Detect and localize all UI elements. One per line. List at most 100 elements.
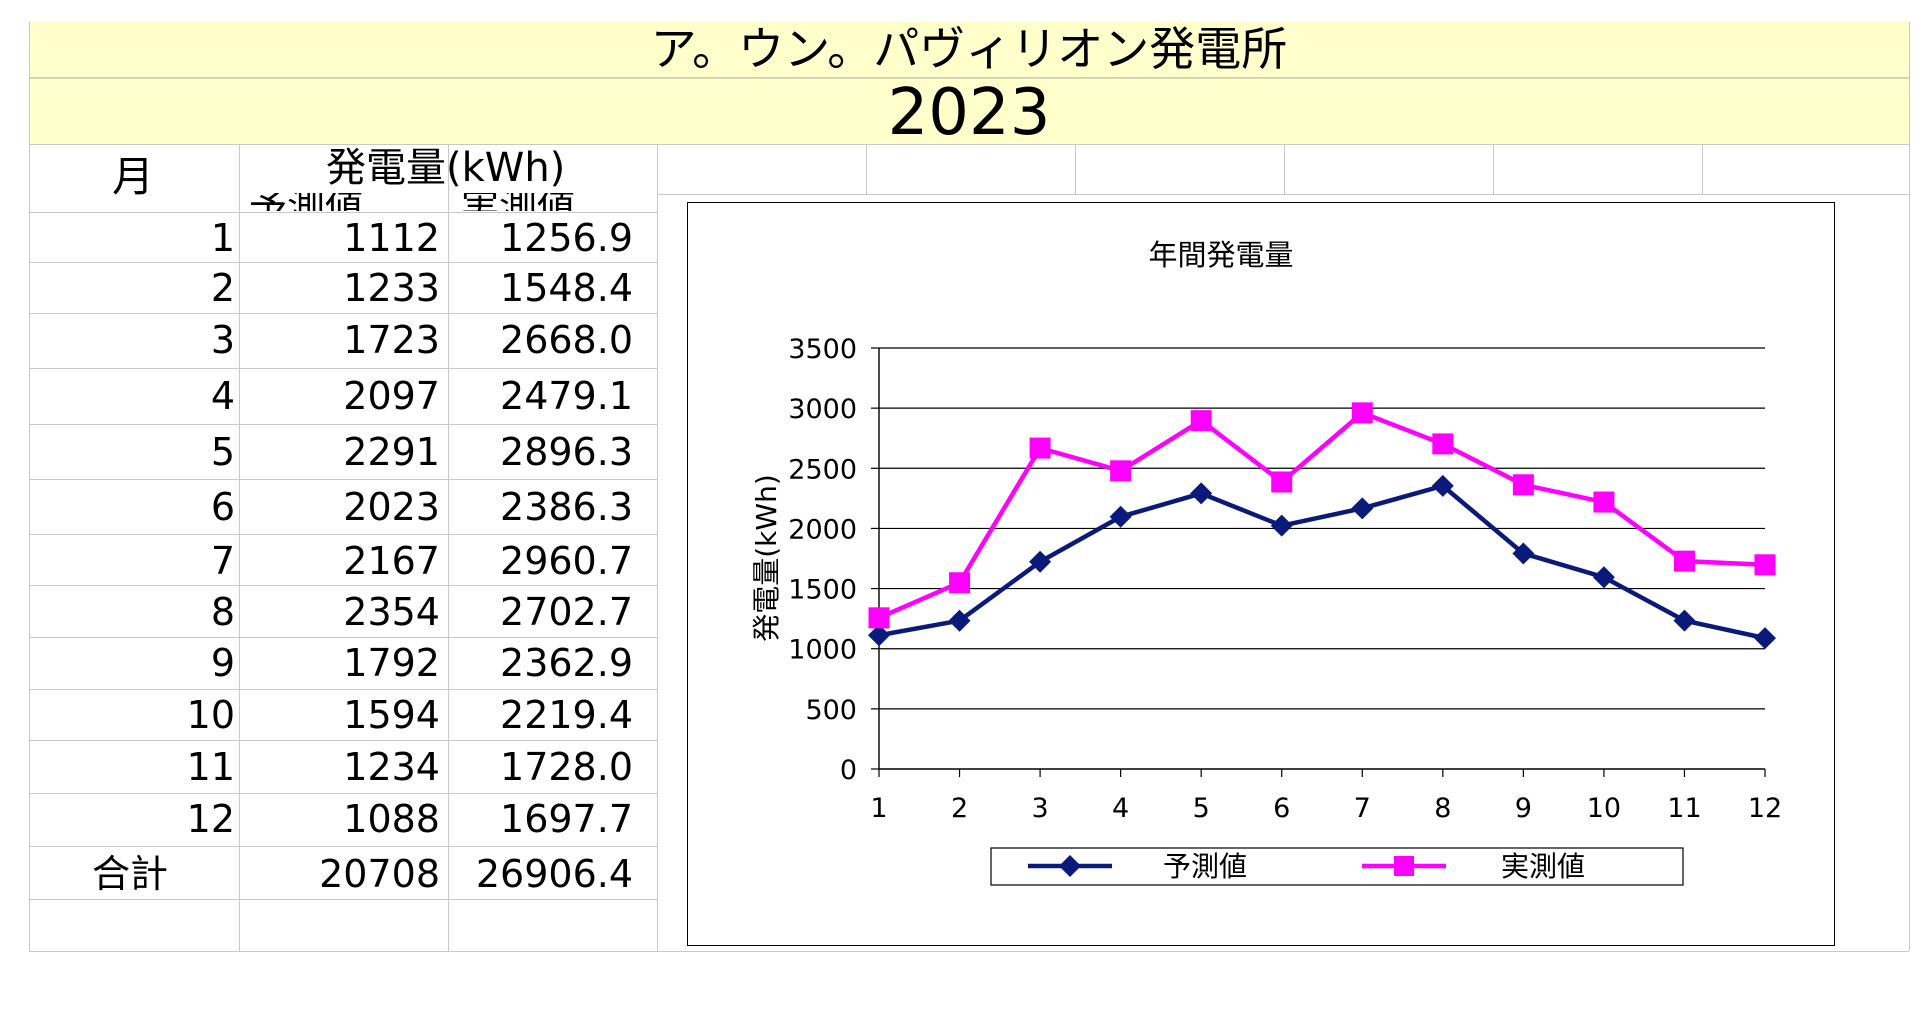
- series-line-2: [878, 410, 1766, 620]
- page-title: ア。ウン。パヴィリオン発電所: [29, 22, 1909, 78]
- y-tick-label: 0: [840, 755, 857, 786]
- data-point-actual: [1110, 460, 1132, 482]
- x-tick-label: 1: [870, 793, 887, 824]
- data-point-actual: [1673, 550, 1695, 572]
- grid-hline: [29, 637, 657, 638]
- data-point-actual: [1351, 402, 1373, 424]
- grid-hline: [29, 585, 657, 586]
- header-energy: 発電量(kWh): [326, 145, 566, 191]
- header-pred: 予測値: [249, 193, 363, 211]
- table-row-actual: 2960.7: [500, 539, 633, 583]
- grid-hline: [29, 479, 657, 480]
- table-row-pred: 1723: [343, 318, 440, 362]
- legend-box: [990, 847, 1684, 886]
- series-line-1: [878, 483, 1766, 641]
- total-label: 合計: [92, 852, 169, 896]
- y-tick-label: 3500: [788, 334, 857, 365]
- table-row-actual: 1697.7: [500, 797, 633, 841]
- grid-hline: [29, 262, 657, 263]
- grid-hline: [658, 144, 1909, 145]
- data-point-pred: [1673, 609, 1696, 632]
- table-row-pred: 1792: [343, 641, 440, 685]
- data-point-actual: [1593, 491, 1615, 513]
- table-row-month: 2: [210, 266, 235, 310]
- table-row-actual: 2896.3: [500, 430, 633, 474]
- x-tick-label: 12: [1748, 793, 1782, 824]
- line-chart: 年間発電量 発電量(kWh) 0 500 1000 1500 2000 2500 3000 3…: [687, 202, 1835, 946]
- legend-marker-actual: [1394, 856, 1414, 876]
- table-row-month: 12: [186, 797, 235, 841]
- grid-vline: [657, 144, 658, 951]
- y-tick-label: 3000: [788, 394, 857, 425]
- table-row-month: 11: [186, 745, 235, 789]
- table-row-month: 4: [210, 374, 235, 418]
- table-row-actual: 2479.1: [500, 374, 633, 418]
- x-tick-label: 6: [1273, 793, 1290, 824]
- legend-label-2: 実測値: [1501, 850, 1585, 883]
- data-point-pred: [1754, 627, 1776, 650]
- x-tick-label: 5: [1193, 793, 1210, 824]
- table-row-pred: 2354: [343, 590, 440, 634]
- data-point-pred: [1592, 566, 1615, 589]
- table-row-month: 3: [210, 318, 235, 362]
- grid-hline: [29, 534, 657, 535]
- table-row-pred: 2291: [343, 430, 440, 474]
- data-point-pred: [1029, 550, 1052, 573]
- table-row-pred: 1233: [343, 266, 440, 310]
- x-tick-label: 3: [1031, 793, 1048, 824]
- data-point-actual: [949, 572, 971, 594]
- data-point-actual: [1512, 474, 1534, 496]
- data-point-pred: [868, 624, 890, 647]
- x-tick-label: 10: [1587, 793, 1621, 824]
- grid-vline: [1075, 144, 1076, 195]
- legend-marker-pred: [1059, 855, 1081, 877]
- x-tick-label: 7: [1354, 793, 1371, 824]
- data-point-actual: [1190, 410, 1212, 432]
- grid-vline: [1493, 144, 1494, 195]
- data-point-pred: [1270, 514, 1293, 537]
- table-row-month: 8: [210, 590, 235, 634]
- data-point-actual: [1754, 554, 1776, 576]
- data-point-pred: [1512, 542, 1535, 565]
- grid-hline: [29, 212, 657, 213]
- table-row-pred: 1088: [343, 797, 440, 841]
- data-point-actual: [1432, 433, 1454, 455]
- grid-hline: [29, 144, 657, 145]
- table-row-pred: 1234: [343, 745, 440, 789]
- table-row-pred: 2023: [343, 485, 440, 529]
- year-title: 2023: [29, 78, 1909, 147]
- grid-hline: [29, 899, 657, 900]
- total-actual: 26906.4: [475, 852, 633, 896]
- grid-vline: [1909, 22, 1910, 144]
- table-row-month: 1: [210, 216, 235, 260]
- table-row-pred: 2097: [343, 374, 440, 418]
- y-tick-label: 1000: [788, 635, 857, 666]
- data-point-pred: [1190, 482, 1213, 505]
- table-row-month: 6: [210, 485, 235, 529]
- chart-svg: 年間発電量 発電量(kWh) 0 500 1000 1500 2000 2500 3000 3…: [750, 238, 1782, 886]
- table-row-actual: 2668.0: [500, 318, 633, 362]
- header-subcell-actual: 実測値: [449, 193, 657, 211]
- data-point-actual: [1271, 471, 1293, 493]
- grid-vline: [448, 144, 449, 951]
- grid-hline: [29, 424, 657, 425]
- grid-hline: [29, 846, 657, 847]
- table-row-actual: 2386.3: [500, 485, 633, 529]
- data-point-pred: [1431, 474, 1454, 497]
- table-row-month: 7: [210, 539, 235, 583]
- grid-hline: [29, 951, 1909, 952]
- table-row-pred: 2167: [343, 539, 440, 583]
- y-tick-label: 1500: [788, 575, 857, 606]
- y-axis-label: 発電量(kWh): [750, 474, 783, 642]
- y-tick-label: 500: [805, 695, 857, 726]
- table-row-month: 10: [186, 693, 235, 737]
- x-tick-label: 8: [1434, 793, 1451, 824]
- x-tick-label: 11: [1667, 793, 1701, 824]
- table-row-month: 5: [210, 430, 235, 474]
- x-tick-label: 2: [951, 793, 968, 824]
- x-tick-label: 9: [1515, 793, 1532, 824]
- table-row-actual: 1548.4: [500, 266, 633, 310]
- y-tick-label: 2000: [788, 514, 857, 545]
- header-actual: 実測値: [461, 193, 575, 211]
- y-tick-label: 2500: [788, 454, 857, 485]
